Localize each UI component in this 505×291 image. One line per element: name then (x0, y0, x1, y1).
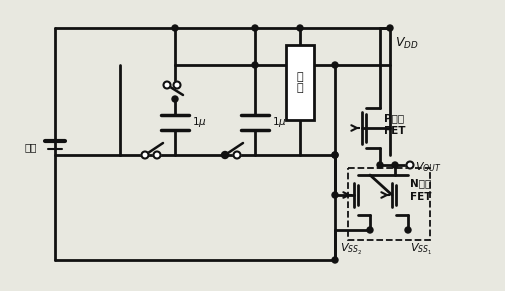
Circle shape (332, 257, 338, 263)
Text: $V_{SS_1}$: $V_{SS_1}$ (410, 242, 432, 257)
Circle shape (387, 25, 393, 31)
Circle shape (154, 152, 161, 159)
Circle shape (164, 81, 171, 88)
Circle shape (407, 162, 414, 168)
Circle shape (141, 152, 148, 159)
Text: $V_{SS_2}$: $V_{SS_2}$ (340, 242, 363, 257)
Circle shape (332, 152, 338, 158)
Circle shape (332, 192, 338, 198)
Text: $V_{DD}$: $V_{DD}$ (395, 36, 419, 51)
Circle shape (233, 152, 240, 159)
Text: N沟道: N沟道 (410, 178, 431, 188)
Circle shape (377, 162, 383, 168)
Text: 电池: 电池 (25, 142, 37, 152)
Text: $V_{OUT}$: $V_{OUT}$ (415, 160, 442, 174)
Circle shape (252, 25, 258, 31)
Text: 负
载: 负 载 (297, 72, 304, 93)
Text: P沟道: P沟道 (384, 113, 404, 123)
Circle shape (332, 152, 338, 158)
Text: FET: FET (410, 192, 431, 202)
Circle shape (252, 62, 258, 68)
Circle shape (405, 227, 411, 233)
Text: FET: FET (384, 126, 406, 136)
Bar (286, 45, 314, 120)
Bar (348, 168, 430, 240)
Circle shape (332, 62, 338, 68)
Circle shape (174, 81, 180, 88)
Circle shape (172, 96, 178, 102)
Circle shape (367, 227, 373, 233)
Circle shape (222, 152, 228, 159)
Circle shape (392, 162, 398, 168)
Circle shape (297, 25, 303, 31)
Text: $1\mu$: $1\mu$ (192, 115, 207, 129)
Circle shape (172, 25, 178, 31)
Text: $1\mu$: $1\mu$ (272, 115, 287, 129)
